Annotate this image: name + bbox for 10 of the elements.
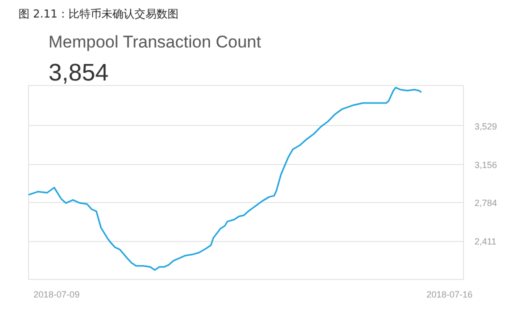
x-tick-label: 2018-07-09 [34,290,80,300]
y-tick-label: 3,529 [474,121,498,132]
y-tick-label: 3,156 [474,160,498,170]
chart-subtitle: Mempool Transaction Count [48,32,262,52]
y-tick-label: 2,784 [474,198,498,208]
y-tick-label: 2,411 [474,236,496,247]
x-tick-label: 2018-07-16 [426,290,472,300]
annotation: 3,854 [48,60,109,86]
chart-title: 图 2.11：比特币未确认交易数图 [18,8,178,20]
line-series [28,86,422,271]
